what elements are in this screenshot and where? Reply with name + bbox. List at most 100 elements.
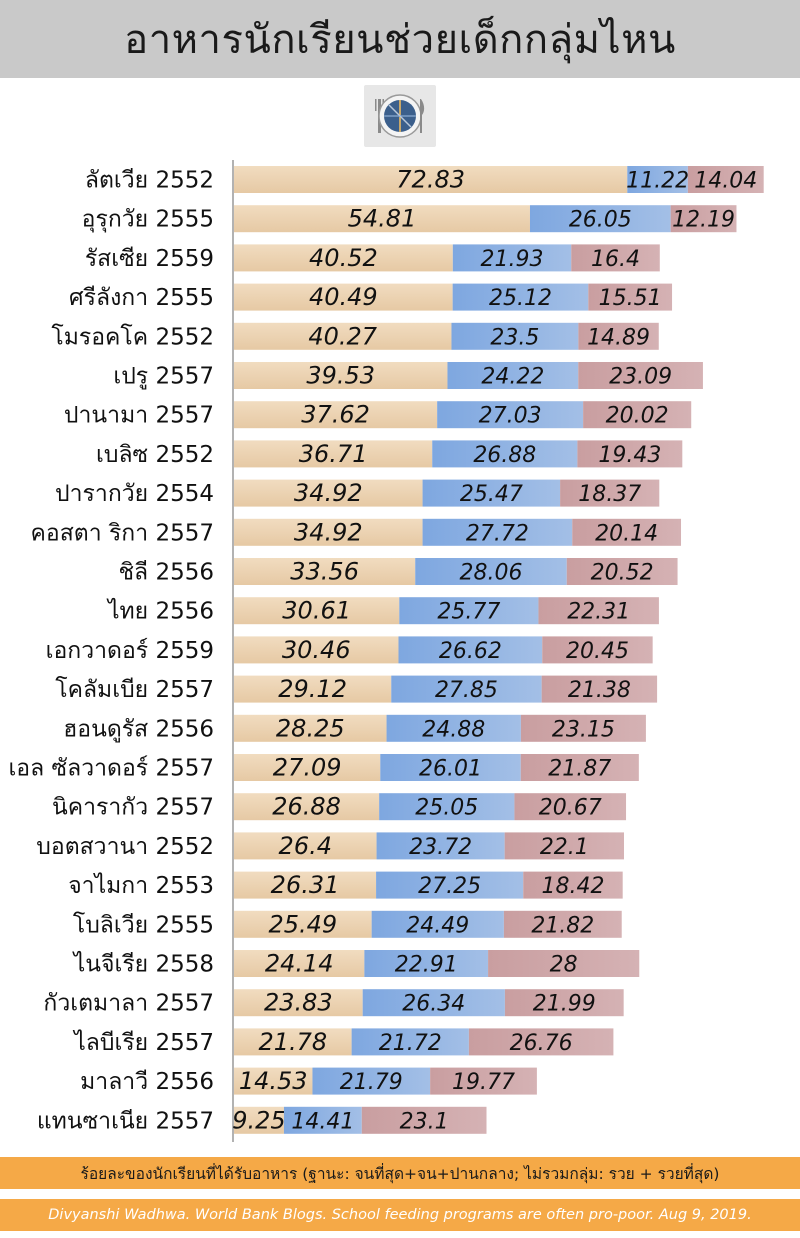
data-label-segment-2: 21.79 <box>340 1070 403 1095</box>
data-label-segment-2: 27.85 <box>435 678 498 703</box>
bar-segment-3 <box>538 597 659 625</box>
data-label-segment-1: 23.83 <box>264 989 333 1017</box>
bar-segment-3 <box>542 636 653 664</box>
data-label-segment-3: 19.43 <box>598 443 661 468</box>
bar-segment-2 <box>529 205 671 233</box>
bar-segment-2 <box>452 283 589 311</box>
data-label-segment-2: 25.05 <box>415 796 478 821</box>
data-label-segment-2: 26.88 <box>473 443 536 468</box>
data-label-segment-3: 20.67 <box>539 796 602 821</box>
bar-segment-1 <box>234 440 433 468</box>
bar-segment-2 <box>351 1028 469 1056</box>
category-label: นิคารากัว 2557 <box>52 795 214 821</box>
bar-segment-3 <box>577 440 683 468</box>
bar-segment-1 <box>234 166 628 193</box>
bar-segment-3 <box>588 283 673 311</box>
bar-segment-1 <box>234 675 392 703</box>
data-label-segment-1: 26.88 <box>272 793 341 821</box>
data-label-segment-3: 14.04 <box>694 169 757 194</box>
data-label-segment-3: 19.77 <box>452 1070 515 1095</box>
data-label-segment-3: 20.02 <box>606 404 669 429</box>
category-label: โมรอคโค 2552 <box>51 323 214 350</box>
bar-segment-2 <box>362 989 505 1017</box>
bar-segment-2 <box>432 440 578 468</box>
data-label-segment-1: 28.25 <box>276 714 345 742</box>
data-label-segment-2: 27.72 <box>466 521 529 546</box>
data-label-segment-2: 22.91 <box>395 953 458 978</box>
bar-segment-3 <box>488 950 640 977</box>
data-label-segment-1: 36.71 <box>299 440 368 468</box>
bar-segment-1 <box>234 479 423 507</box>
chart-note-text: ร้อยละของนักเรียนที่ได้รับอาหาร (ฐานะ: จ… <box>80 1164 720 1183</box>
bar-segment-2 <box>386 714 521 742</box>
bar-segment-1 <box>234 636 399 664</box>
category-label: ปารากวัย 2554 <box>55 481 214 507</box>
source-credit: Divyanshi Wadhwa. World Bank Blogs. Scho… <box>0 1199 800 1231</box>
data-label-segment-1: 34.92 <box>294 479 363 507</box>
data-label-segment-3: 16.4 <box>591 247 640 272</box>
bar-segment-2 <box>447 362 579 389</box>
header-banner: อาหารนักเรียนช่วยเด็กกลุ่มไหน <box>0 0 800 78</box>
category-label: มาลาวี 2556 <box>80 1069 214 1095</box>
bar-segment-2 <box>422 518 573 546</box>
bar-segment-3 <box>523 871 623 899</box>
bar-segment-1 <box>234 754 381 781</box>
category-label: ชิลี 2556 <box>118 560 214 586</box>
data-label-segment-1: 29.12 <box>278 675 347 703</box>
data-label-segment-3: 20.14 <box>595 521 658 546</box>
category-label: ลัตเวีย 2552 <box>85 168 214 194</box>
bar-segment-1 <box>234 714 387 742</box>
data-label-segment-2: 25.12 <box>489 286 552 311</box>
bar-segment-2 <box>283 1106 362 1134</box>
data-label-segment-2: 23.5 <box>490 325 539 350</box>
bar-segment-3 <box>504 832 624 860</box>
plate-with-cutlery-icon <box>364 85 436 147</box>
bar-segment-2 <box>312 1067 431 1095</box>
data-label-segment-2: 26.62 <box>439 639 502 664</box>
data-label-segment-2: 27.03 <box>479 404 542 429</box>
stacked-bar-chart: 72.83 11.22 14.04 54.81 26.05 12.19 40.52 21.93… <box>8 160 764 1142</box>
data-label-segment-1: 30.46 <box>282 636 351 664</box>
category-label: จาไมกา 2553 <box>68 872 214 899</box>
data-label-segment-1: 40.49 <box>309 283 378 311</box>
category-label: คอสตา ริกา 2557 <box>31 520 214 546</box>
category-label: รัสเซีย 2559 <box>85 246 214 272</box>
bar-segment-2 <box>379 793 515 821</box>
bar-segment-2 <box>391 675 542 703</box>
bar-segment-1 <box>234 1028 352 1056</box>
data-label-segment-1: 30.61 <box>282 597 351 625</box>
bar-segment-1 <box>234 793 380 821</box>
data-label-segment-3: 21.38 <box>568 678 631 703</box>
bar-segment-1 <box>234 322 452 350</box>
bar-segment-1 <box>234 1106 284 1134</box>
bar-segment-3 <box>560 479 660 507</box>
bar-segment-2 <box>376 871 524 899</box>
bar-segment-1 <box>234 910 372 938</box>
data-label-segment-3: 20.52 <box>591 561 654 586</box>
bar-segment-2 <box>451 322 579 350</box>
category-label: กัวเตมาลา 2557 <box>43 991 214 1017</box>
bar-segment-2 <box>399 597 539 625</box>
bar-segment-2 <box>415 558 567 585</box>
bar-segment-3 <box>572 518 682 546</box>
data-label-segment-1: 21.78 <box>258 1028 327 1056</box>
bar-segment-2 <box>452 244 572 272</box>
category-label: บอตสวานา 2552 <box>36 834 214 860</box>
category-label: ศรีลังกา 2555 <box>69 285 214 311</box>
data-label-segment-3: 21.99 <box>533 992 596 1017</box>
bar-segment-2 <box>398 636 543 664</box>
category-label: เปรู 2557 <box>113 364 214 390</box>
data-label-segment-2: 25.47 <box>460 482 523 507</box>
source-credit-text: Divyanshi Wadhwa. World Bank Blogs. Scho… <box>48 1207 752 1223</box>
data-label-segment-2: 14.41 <box>291 1109 354 1134</box>
bar-segment-2 <box>364 950 489 977</box>
bar-segment-3 <box>670 205 737 233</box>
bars-group: 72.83 11.22 14.04 54.81 26.05 12.19 40.52 21.93… <box>232 166 764 1134</box>
data-label-segment-3: 15.51 <box>599 286 662 311</box>
bar-segment-3 <box>578 362 703 389</box>
category-label: ปานามา 2557 <box>64 403 214 429</box>
bar-segment-3 <box>503 910 622 938</box>
data-label-segment-3: 21.82 <box>531 913 594 938</box>
data-label-segment-1: 14.53 <box>239 1067 308 1095</box>
bar-segment-1 <box>234 597 400 625</box>
